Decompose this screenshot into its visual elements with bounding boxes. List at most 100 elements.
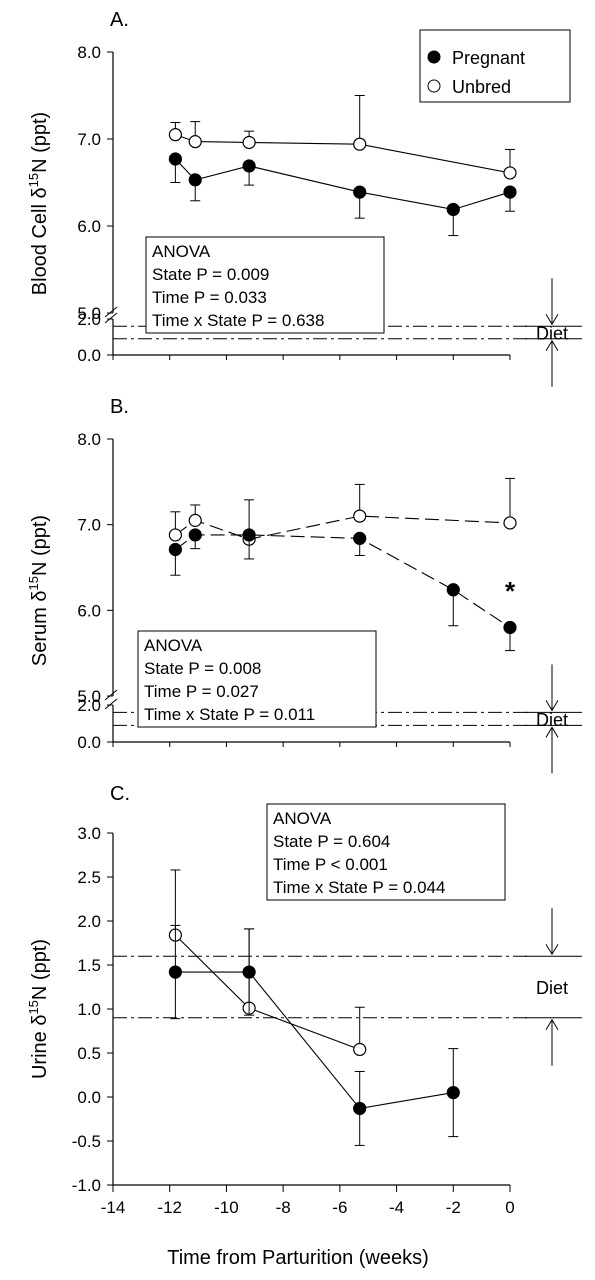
panel-c-y-tick-label: 0.0 — [77, 1088, 101, 1107]
panel-a-anova-title: ANOVA — [152, 242, 211, 261]
panel-b-unbred-point — [168, 528, 182, 542]
panel-a-y-axis-label: Blood Cell δ15N (ppt) — [26, 112, 51, 295]
legend-box — [419, 29, 571, 103]
panel-b-significance-marker: * — [505, 576, 516, 606]
panel-c-label: C. — [110, 783, 130, 805]
panel-a-unbred-point — [503, 166, 517, 180]
panel-a-y-tick-label: 5.0 — [77, 304, 101, 323]
panel-c-unbred-line — [174, 934, 360, 1050]
panel-b-diet-arrow-up — [545, 726, 559, 774]
panel-b-y-tick-label: 2.0 — [77, 696, 101, 715]
panel-b-diet-arrow-down — [545, 664, 559, 712]
panel-a-y-tick-label: 8.0 — [77, 43, 101, 62]
legend-marker-unbred — [427, 79, 441, 93]
chart-panel-3: C. -1.0 -0.5 0.0 0.5 1.0 1.5 2.0 2.5 3.0 -14 -12 -10… — [26, 783, 582, 1217]
panel-a-anova-line: Time P = 0.033 — [152, 288, 267, 307]
panel-a-unbred-point — [168, 128, 182, 142]
panel-a-diet-arrow-up — [545, 339, 559, 387]
panel-a-unbred-point — [188, 135, 202, 149]
panel-b-label: B. — [110, 396, 129, 418]
panel-c-unbred-point — [353, 1042, 367, 1057]
panel-c-x-tick-label: -10 — [214, 1198, 239, 1217]
panel-b-unbred-point — [353, 509, 367, 523]
panel-c-anova-line: Time x State P = 0.044 — [273, 878, 445, 897]
panel-c-pregnant-point — [168, 965, 182, 979]
panel-a-y-tick-label: 0.0 — [77, 346, 101, 365]
panel-c-y-tick-label: -1.0 — [72, 1176, 101, 1195]
panel-c-pregnant-line — [175, 971, 454, 1110]
panel-c-pregnant-point — [242, 965, 256, 979]
panel-c-x-tick-label: -6 — [332, 1198, 347, 1217]
legend-marker-pregnant — [427, 50, 441, 64]
panel-c-diet-arrow-up — [545, 1018, 559, 1066]
legend-label-pregnant: Pregnant — [452, 48, 525, 68]
panel-b-pregnant-point — [242, 528, 256, 542]
panel-c-anova-box — [266, 803, 506, 901]
panel-c-y-tick-label: 3.0 — [77, 824, 101, 843]
legend: Pregnant Unbred — [419, 29, 571, 103]
panel-b-pregnant-line — [175, 534, 511, 628]
panel-a-unbred-line — [175, 134, 511, 174]
panel-c-y-tick-label: 2.0 — [77, 912, 101, 931]
panel-b-axis-break-mark — [104, 689, 118, 701]
panel-c-diet-label: Diet — [536, 978, 568, 998]
panel-b-diet-label: Diet — [536, 710, 568, 730]
panel-c-diet-arrow-down — [545, 908, 559, 956]
panel-b-pregnant-point — [168, 542, 182, 557]
panel-a-axis-break-mark — [104, 306, 118, 318]
panel-b-anova-title: ANOVA — [144, 636, 203, 655]
panel-c-pregnant-point — [446, 1085, 460, 1100]
panel-c-anova-line: Time P < 0.001 — [273, 855, 388, 874]
panel-c-y-tick-label: -0.5 — [72, 1132, 101, 1151]
panel-a-axis-break-mark — [104, 312, 118, 324]
panel-a-y-tick-label: 6.0 — [77, 217, 101, 236]
panel-a-pregnant-point — [242, 159, 256, 173]
panel-c-x-tick-label: 0 — [505, 1198, 514, 1217]
panel-a-anova-line: Time x State P = 0.638 — [152, 311, 324, 330]
panel-c-x-tick-label: -2 — [446, 1198, 461, 1217]
panel-a-pregnant-point — [188, 173, 202, 187]
chart-panel-1: A. 5.0 6.0 7.0 8.0 0.0 2.0 Blood Cell δ15N (ppt… — [26, 9, 582, 387]
panel-b-anova-box — [137, 630, 377, 728]
panel-a-unbred-point — [353, 137, 367, 151]
panel-c-x-tick-label: -12 — [157, 1198, 182, 1217]
panel-a-pregnant-point — [503, 185, 517, 199]
panel-c-pregnant-point — [353, 1101, 367, 1116]
panel-a-unbred-point — [242, 135, 256, 150]
panel-b-y-tick-label: 6.0 — [77, 601, 101, 620]
panel-a-pregnant-line — [174, 158, 511, 211]
panel-c-anova-line: State P = 0.604 — [273, 832, 390, 851]
panel-a-anova-line: State P = 0.009 — [152, 265, 269, 284]
panel-b-unbred-line — [175, 515, 511, 540]
panel-b-pregnant-point — [503, 620, 517, 635]
panel-a-diet-label: Diet — [536, 324, 568, 344]
legend-label-unbred: Unbred — [452, 77, 511, 97]
panel-b-anova-line: Time P = 0.027 — [144, 682, 259, 701]
panel-b-anova-line: Time x State P = 0.011 — [144, 705, 315, 724]
panel-a-diet-arrow-down — [545, 278, 559, 326]
panel-c-anova-title: ANOVA — [273, 809, 332, 828]
x-axis-label: Time from Parturition (weeks) — [167, 1247, 429, 1269]
panel-b-unbred-point — [503, 516, 517, 530]
panel-b-anova-line: State P = 0.008 — [144, 659, 261, 678]
panel-b-unbred-point — [188, 513, 202, 527]
panels: A. 5.0 6.0 7.0 8.0 0.0 2.0 Blood Cell δ15N (ppt… — [26, 9, 582, 1217]
panel-b-y-tick-label: 8.0 — [77, 430, 101, 449]
panel-a-pregnant-point — [446, 202, 460, 217]
panel-b-y-axis-label: Serum δ15N (ppt) — [26, 515, 51, 666]
panel-c-y-tick-label: 2.5 — [77, 868, 101, 887]
panel-a-y-tick-label: 7.0 — [77, 130, 101, 149]
panel-a-pregnant-point — [353, 185, 367, 199]
panel-b-pregnant-point — [188, 528, 202, 542]
panel-a-y-tick-label: 2.0 — [77, 310, 101, 329]
panel-b-y-tick-label: 0.0 — [77, 733, 101, 752]
panel-a-pregnant-point — [168, 152, 182, 166]
panel-c-y-tick-label: 1.5 — [77, 956, 101, 975]
panel-c-y-tick-label: 1.0 — [77, 1000, 101, 1019]
panel-b-y-tick-label: 7.0 — [77, 516, 101, 535]
panel-b-pregnant-point — [446, 583, 460, 597]
panel-c-x-tick-label: -8 — [276, 1198, 291, 1217]
panel-b-pregnant-point — [353, 531, 367, 545]
panel-c-x-tick-label: -4 — [389, 1198, 404, 1217]
